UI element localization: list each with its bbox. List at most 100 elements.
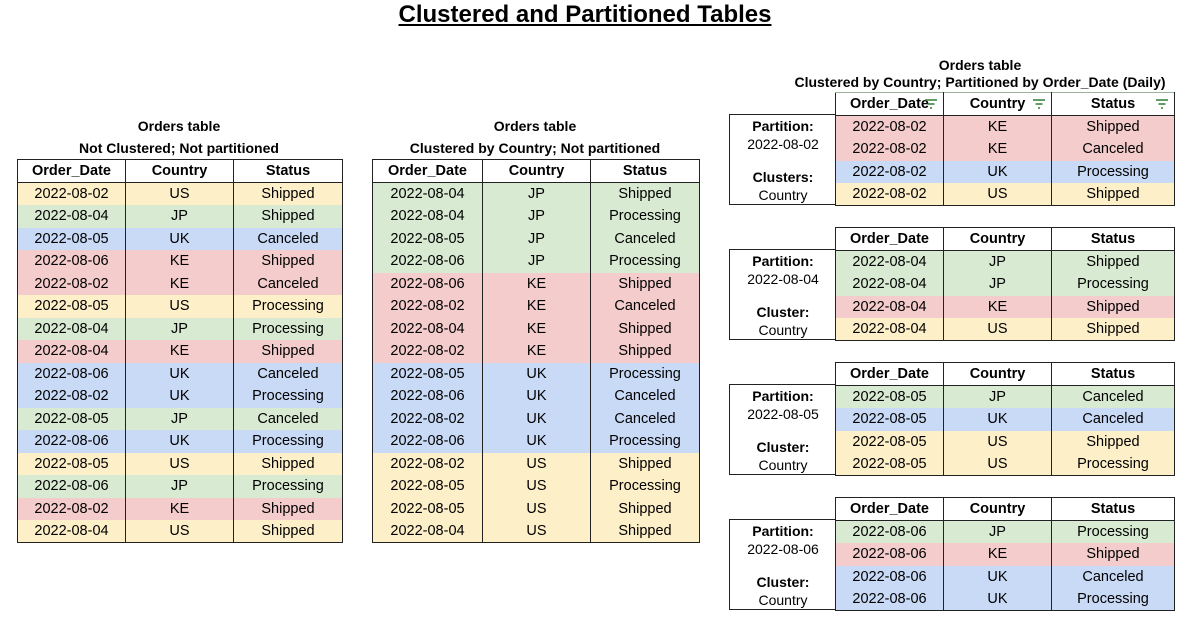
cluster-value: Country <box>758 592 808 608</box>
table-row: 2022-08-05 UK Canceled <box>835 408 1175 431</box>
partition-label-box: Partition: 2022-08-06 Cluster: Country <box>729 519 836 610</box>
table2-subtitle: Clustered by Country; Not partitioned <box>409 140 661 156</box>
cell-order-date: 2022-08-06 <box>835 588 944 611</box>
cell-country: KE <box>125 340 234 363</box>
col-header-status: Status <box>233 159 343 183</box>
cell-status: Shipped <box>590 452 700 475</box>
table-row: 2022-08-02 KE Shipped <box>372 340 700 363</box>
cell-order-date: 2022-08-02 <box>372 340 483 363</box>
col-header-status[interactable]: Status <box>1051 92 1175 116</box>
cell-order-date: 2022-08-05 <box>835 453 944 476</box>
table-row: 2022-08-05 US Processing <box>835 453 1175 476</box>
cell-order-date: 2022-08-04 <box>835 295 944 318</box>
cell-status: Processing <box>233 295 343 318</box>
cell-order-date: 2022-08-04 <box>372 205 483 228</box>
cell-country: US <box>482 497 591 520</box>
table-row: 2022-08-04 JP Processing <box>17 317 343 340</box>
cell-country: US <box>125 182 234 205</box>
table-row: 2022-08-05 US Processing <box>17 295 343 318</box>
cell-order-date: 2022-08-02 <box>372 295 483 318</box>
cell-status: Processing <box>1051 453 1175 476</box>
cell-order-date: 2022-08-02 <box>17 182 126 205</box>
page-title: Clustered and Partitioned Tables <box>398 1 772 28</box>
cell-status: Processing <box>233 430 343 453</box>
cell-order-date: 2022-08-02 <box>835 115 944 138</box>
cell-status: Canceled <box>1051 385 1175 408</box>
cell-country: KE <box>943 115 1052 138</box>
table-row: 2022-08-05 US Shipped <box>372 497 700 520</box>
table-row: 2022-08-04 US Shipped <box>835 318 1175 341</box>
col-header-order-date: Order_Date <box>835 227 944 251</box>
cell-order-date: 2022-08-06 <box>372 272 483 295</box>
cell-order-date: 2022-08-04 <box>17 205 126 228</box>
cell-status: Processing <box>590 430 700 453</box>
filter-icon[interactable] <box>1156 99 1168 109</box>
col-header-country: Country <box>482 159 591 183</box>
col-header-country: Country <box>125 159 234 183</box>
cell-order-date: 2022-08-02 <box>17 497 126 520</box>
table2-caption: Orders table Clustered by Country; Not p… <box>372 115 698 159</box>
cell-order-date: 2022-08-06 <box>17 430 126 453</box>
table-row: 2022-08-05 JP Canceled <box>372 227 700 250</box>
cell-status: Processing <box>1051 520 1175 543</box>
table-row: 2022-08-06 KE Shipped <box>17 250 343 273</box>
partition-label-box: Partition: 2022-08-04 Cluster: Country <box>729 249 836 340</box>
cell-country: US <box>125 520 234 543</box>
table-row: 2022-08-06 UK Processing <box>17 430 343 453</box>
cell-country: JP <box>482 182 591 205</box>
table1-subtitle: Not Clustered; Not partitioned <box>79 140 279 156</box>
partition-label-box: Partition: 2022-08-02 Clusters: Country <box>729 114 836 205</box>
cell-country: UK <box>943 588 1052 611</box>
cell-order-date: 2022-08-02 <box>17 272 126 295</box>
table-row: 2022-08-02 UK Processing <box>835 160 1175 183</box>
filter-icon[interactable] <box>1033 99 1045 109</box>
table-row: 2022-08-04 JP Shipped <box>17 205 343 228</box>
cell-status: Shipped <box>233 497 343 520</box>
cell-status: Canceled <box>233 407 343 430</box>
table-row: 2022-08-02 US Shipped <box>835 183 1175 206</box>
cell-status: Processing <box>1051 160 1175 183</box>
table-row: 2022-08-05 US Processing <box>372 475 700 498</box>
table-row: 2022-08-06 KE Shipped <box>835 543 1175 566</box>
table1-title: Orders table <box>137 118 221 134</box>
partition-date: 2022-08-04 <box>747 271 819 287</box>
partition-label: Partition: <box>752 523 814 539</box>
table-row: 2022-08-06 JP Processing <box>835 520 1175 543</box>
table-row: 2022-08-06 UK Canceled <box>835 565 1175 588</box>
col-header-order-date: Order_Date <box>17 159 126 183</box>
table-not-clustered: Order_Date Country Status 2022-08-02 US Sh… <box>17 159 343 543</box>
table-row: 2022-08-05 UK Processing <box>372 362 700 385</box>
table-row: 2022-08-04 JP Shipped <box>372 182 700 205</box>
cell-country: KE <box>125 272 234 295</box>
cell-order-date: 2022-08-04 <box>17 317 126 340</box>
cell-order-date: 2022-08-04 <box>835 273 944 296</box>
cell-status: Shipped <box>1051 250 1175 273</box>
cell-status: Shipped <box>1051 543 1175 566</box>
cell-country: UK <box>943 160 1052 183</box>
cell-country: KE <box>943 295 1052 318</box>
cell-country: KE <box>943 543 1052 566</box>
cell-status: Canceled <box>1051 408 1175 431</box>
cell-order-date: 2022-08-04 <box>835 318 944 341</box>
table-row: 2022-08-05 US Shipped <box>835 430 1175 453</box>
header-row: Order_Date Country Status <box>17 159 343 183</box>
cell-order-date: 2022-08-04 <box>372 182 483 205</box>
table2-title: Orders table <box>493 118 577 134</box>
cell-country: UK <box>125 362 234 385</box>
cell-status: Processing <box>233 317 343 340</box>
cell-country: KE <box>943 138 1052 161</box>
cell-status: Shipped <box>590 182 700 205</box>
cell-country: US <box>125 295 234 318</box>
col-header-order-date[interactable]: Order_Date <box>835 92 944 116</box>
table-row: 2022-08-05 UK Canceled <box>17 227 343 250</box>
table-row: 2022-08-06 UK Canceled <box>17 362 343 385</box>
cell-country: KE <box>482 340 591 363</box>
filter-icon[interactable] <box>925 99 937 109</box>
col-header-country: Country <box>943 497 1052 521</box>
cell-order-date: 2022-08-05 <box>835 385 944 408</box>
cell-country: UK <box>482 385 591 408</box>
cell-status: Shipped <box>233 520 343 543</box>
col-header-country[interactable]: Country <box>943 92 1052 116</box>
table-row: 2022-08-02 KE Canceled <box>835 138 1175 161</box>
col-header-order-date: Order_Date <box>835 362 944 386</box>
